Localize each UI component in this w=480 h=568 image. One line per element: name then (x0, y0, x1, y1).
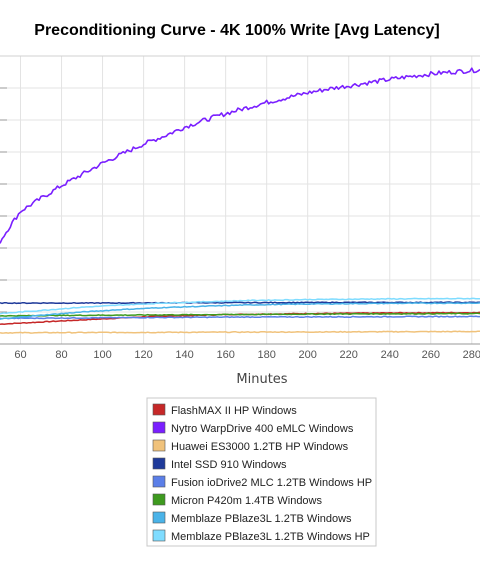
legend-swatch (152, 403, 166, 416)
x-tick-label: 160 (216, 349, 234, 361)
legend-label: Nytro WarpDrive 400 eMLC Windows (171, 423, 354, 435)
x-tick-label: 280 (463, 349, 480, 361)
legend-label: Huawei ES3000 1.2TB HP Windows (171, 441, 349, 453)
series-line-5 (0, 315, 480, 320)
x-tick-label: 60 (14, 349, 26, 361)
x-tick-labels: 60 80 100 120 140 160 180 200 220 240 260 280 (14, 349, 480, 361)
x-tick-label: 260 (422, 349, 440, 361)
x-tick-label: 200 (299, 349, 317, 361)
legend-swatch (152, 511, 166, 524)
x-tick-label: 220 (340, 349, 358, 361)
x-axis-label: Minutes (236, 372, 287, 387)
legend-box (146, 397, 377, 547)
grid-lines (0, 56, 480, 344)
series-lines (0, 67, 480, 334)
legend-label: FlashMAX II HP Windows (171, 405, 297, 417)
series-line-8 (0, 297, 480, 315)
legend-swatch (152, 439, 166, 452)
axes (0, 55, 480, 345)
legend-swatch (152, 475, 166, 488)
legend-label: Memblaze PBlaze3L 1.2TB Windows HP (171, 531, 370, 543)
legend-label: Micron P420m 1.4TB Windows (171, 495, 322, 507)
legend-swatch (152, 457, 166, 470)
x-tick-label: 140 (175, 349, 193, 361)
legend-label: Memblaze PBlaze3L 1.2TB Windows (171, 513, 352, 525)
legend-swatch (152, 493, 166, 506)
x-tick-label: 80 (55, 349, 67, 361)
series-line-7 (0, 302, 480, 321)
legend-swatch (152, 529, 166, 542)
chart-title: Preconditioning Curve - 4K 100% Write [A… (34, 22, 439, 39)
x-tick-label: 100 (93, 349, 111, 361)
series-line-6 (0, 312, 480, 317)
x-tick-label: 180 (257, 349, 275, 361)
legend: FlashMAX II HP Windows Nytro WarpDrive 40… (146, 397, 377, 547)
legend-label: Intel SSD 910 Windows (171, 459, 287, 471)
legend-swatch (152, 421, 166, 434)
x-tick-label: 240 (381, 349, 399, 361)
series-line-3 (0, 330, 480, 334)
series-line-2 (0, 67, 480, 244)
series-line-4 (0, 301, 480, 305)
x-tick-label: 120 (134, 349, 152, 361)
legend-label: Fusion ioDrive2 MLC 1.2TB Windows HP (171, 477, 372, 489)
